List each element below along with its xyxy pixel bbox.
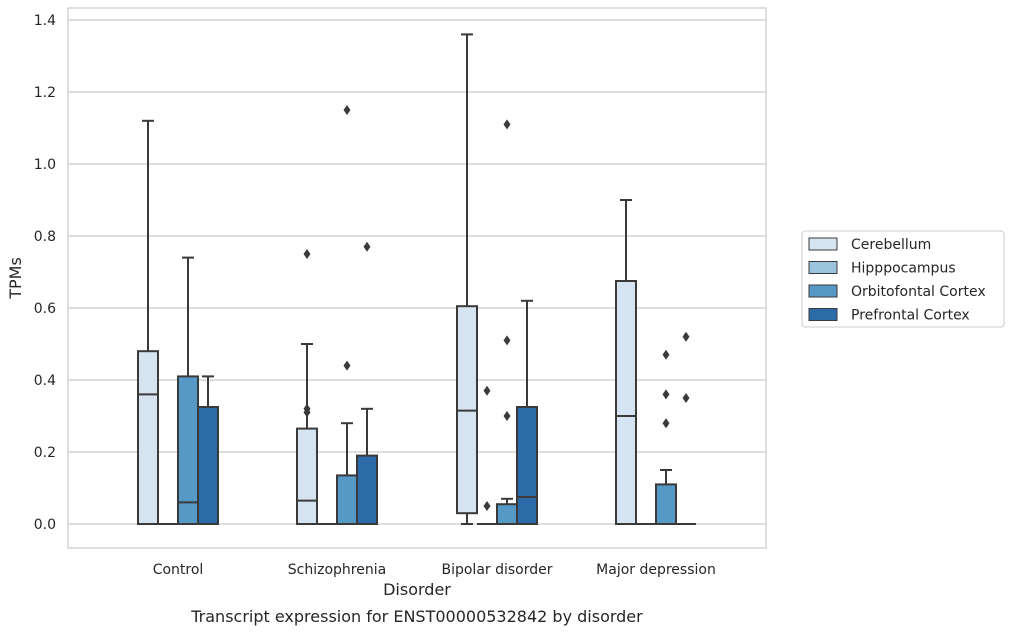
outlier-point	[483, 385, 491, 396]
outlier-point	[503, 411, 511, 421]
legend-label: Orbitofontal Cortex	[851, 284, 986, 300]
box-group	[296, 249, 318, 526]
box	[356, 454, 378, 526]
outlier-point	[303, 249, 311, 259]
legend: Cerebellum Hipppocampus Orbitofontal Corte…	[801, 230, 1005, 328]
box-group	[655, 349, 677, 525]
box	[516, 406, 538, 525]
y-tick-label: 0.2	[34, 445, 56, 461]
y-tick-label: 0.8	[34, 229, 56, 245]
boxes	[137, 33, 696, 526]
outlier-point	[503, 119, 511, 130]
legend-swatch	[808, 261, 838, 274]
x-tick-label: Control	[153, 562, 204, 578]
legend-label: Hipppocampus	[851, 261, 956, 277]
box-group	[356, 241, 378, 526]
box	[496, 503, 518, 526]
outlier-point	[503, 335, 511, 346]
box	[197, 406, 219, 525]
outlier-point	[662, 349, 670, 360]
outlier-point	[483, 501, 491, 511]
plot-area	[67, 7, 767, 549]
y-tick-label: 1.0	[34, 157, 56, 173]
outlier-point	[343, 105, 351, 115]
outlier-point	[662, 418, 670, 429]
box-group	[137, 119, 159, 526]
x-axis-label: Disorder	[383, 580, 451, 599]
y-tick-label: 0.0	[34, 517, 56, 533]
legend-frame	[801, 230, 1005, 328]
y-tick-label: 1.2	[34, 85, 56, 101]
outlier-point	[303, 407, 311, 418]
box-group	[477, 385, 497, 525]
outlier-point	[662, 389, 670, 400]
outlier-point	[682, 331, 690, 342]
box-group	[456, 33, 478, 525]
legend-swatch	[808, 237, 838, 251]
x-tick-label: Schizophrenia	[288, 562, 386, 578]
box	[137, 350, 159, 526]
legend-swatch	[808, 284, 838, 298]
x-tick-label: Bipolar disorder	[441, 562, 552, 578]
y-tick-label: 1.4	[34, 13, 56, 29]
box-group	[676, 331, 696, 525]
outlier-point	[363, 241, 371, 252]
figure-caption: Transcript expression for ENST0000053284…	[191, 607, 643, 626]
y-tick-label: 0.6	[34, 301, 56, 317]
box	[655, 483, 677, 525]
legend-swatch	[808, 308, 838, 321]
box	[336, 474, 358, 525]
legend-label: Cerebellum	[851, 237, 931, 253]
x-axis-ticks: Control Schizophrenia Bipolar disorder Majo…	[153, 562, 716, 578]
box-group	[516, 299, 538, 525]
box-group	[197, 375, 219, 525]
box-group	[615, 199, 637, 525]
y-tick-label: 0.4	[34, 373, 56, 389]
y-axis-ticks: 0.0 0.2 0.4 0.6 0.8 1.0 1.2 1.4	[34, 13, 56, 533]
outlier-point	[343, 360, 351, 371]
y-axis-label: TPMs	[6, 257, 25, 300]
legend-label: Prefrontal Cortex	[851, 308, 970, 324]
x-tick-label: Major depression	[596, 562, 716, 578]
box	[615, 280, 637, 525]
box-group	[496, 119, 518, 526]
box	[296, 427, 318, 526]
outlier-point	[682, 393, 690, 403]
